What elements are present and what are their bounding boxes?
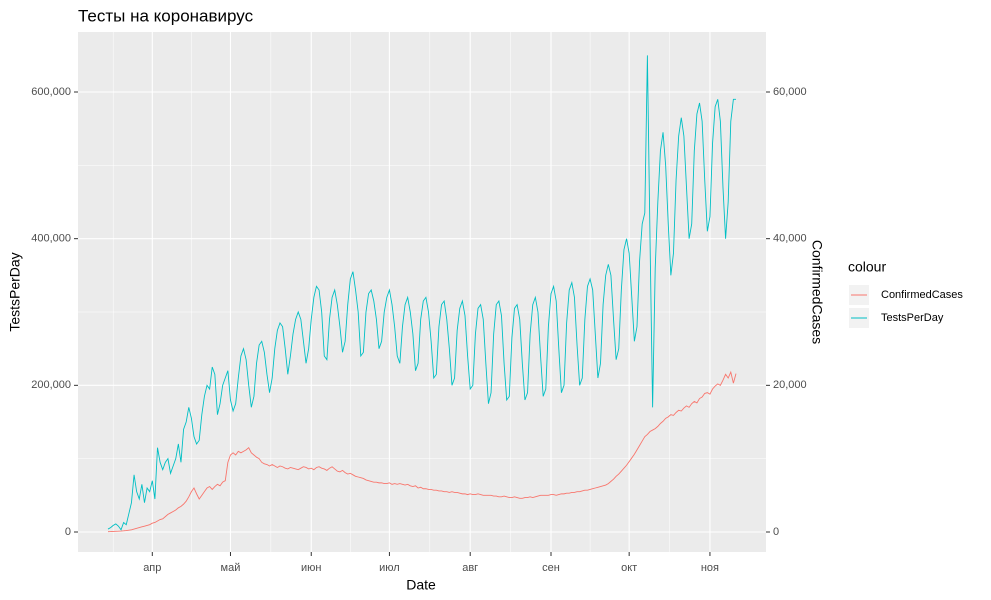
x-tick-label: июн xyxy=(301,562,321,574)
y2-tick-label: 40,000 xyxy=(773,233,807,245)
y-tick-label: 600,000 xyxy=(31,86,71,98)
x-tick-label: окт xyxy=(621,562,637,574)
legend-label: ConfirmedCases xyxy=(881,289,963,301)
legend-label: TestsPerDay xyxy=(881,312,944,324)
panel xyxy=(78,32,766,552)
series-line xyxy=(107,370,737,533)
y2-axis-title: ConfirmedCases xyxy=(809,240,825,344)
y-axis-title: TestsPerDay xyxy=(7,252,23,331)
y2-tick-label: 60,000 xyxy=(773,86,807,98)
x-tick-label: июл xyxy=(379,562,400,574)
y-tick-label: 400,000 xyxy=(31,233,71,245)
y-tick-label: 0 xyxy=(65,526,71,538)
legend-title: colour xyxy=(848,259,886,275)
y2-tick-label: 20,000 xyxy=(773,379,807,391)
x-tick-label: сен xyxy=(542,562,560,574)
x-tick-label: авг xyxy=(462,562,478,574)
chart-title: Тесты на коронавирус xyxy=(78,6,254,25)
x-tick-label: апр xyxy=(143,562,161,574)
series-line xyxy=(107,55,736,531)
x-axis-title: Date xyxy=(406,577,436,593)
y-tick-label: 200,000 xyxy=(31,379,71,391)
x-tick-label: май xyxy=(221,562,241,574)
y2-tick-label: 0 xyxy=(773,526,779,538)
x-tick-label: ноя xyxy=(701,562,719,574)
